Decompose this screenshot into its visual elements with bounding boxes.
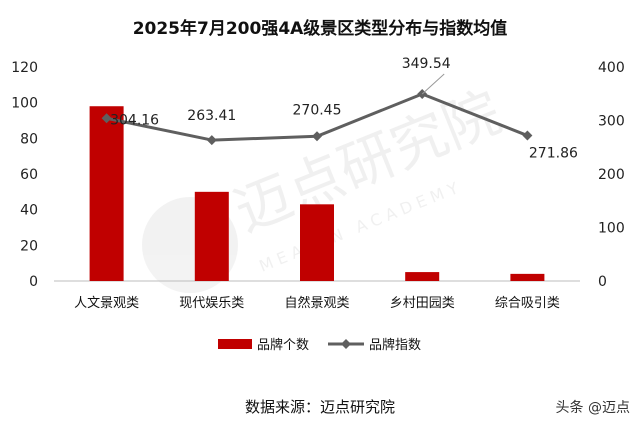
line-point [522, 130, 533, 141]
chart-title: 2025年7月200强4A级景区类型分布与指数均值 [133, 18, 508, 39]
legend-line-marker [341, 339, 351, 349]
data-label: 271.86 [529, 146, 578, 162]
legend: 品牌个数 品牌指数 [218, 337, 421, 353]
legend-line-label: 品牌指数 [369, 337, 421, 353]
left-tick-label: 60 [20, 167, 38, 183]
left-tick-label: 120 [11, 60, 38, 76]
bar [300, 204, 334, 281]
bar-series [89, 106, 545, 281]
brand-tag: 头条 @迈点 [556, 399, 630, 416]
right-tick-label: 300 [598, 114, 625, 130]
data-label: 263.41 [187, 108, 236, 124]
left-axis: 0 20 40 60 80 100 120 [11, 60, 38, 290]
category-label: 自然景观类 [284, 295, 349, 311]
category-label: 现代娱乐类 [179, 296, 244, 311]
category-label: 综合吸引类 [495, 296, 560, 311]
bar [405, 272, 440, 281]
data-label: 304.16 [110, 112, 159, 128]
source-note: 数据来源：迈点研究院 [245, 398, 395, 416]
data-label-leader [421, 73, 445, 95]
right-tick-label: 0 [598, 274, 607, 290]
bar [510, 273, 545, 281]
left-tick-label: 40 [20, 203, 38, 219]
right-tick-label: 100 [598, 221, 625, 237]
category-label: 人文景观类 [74, 296, 139, 311]
data-label: 349.54 [402, 56, 451, 72]
data-labels: 304.16 263.41 270.45 349.54 271.86 [110, 56, 578, 162]
legend-bar-label: 品牌个数 [257, 337, 309, 353]
left-tick-label: 80 [20, 131, 38, 147]
data-label: 270.45 [293, 102, 342, 118]
bar [89, 106, 124, 281]
left-tick-label: 100 [11, 96, 38, 112]
right-tick-label: 200 [598, 167, 625, 183]
right-axis: 0 100 200 300 400 [598, 60, 625, 290]
line-point [101, 113, 112, 124]
left-tick-label: 20 [20, 238, 38, 254]
bar [194, 191, 229, 281]
left-tick-label: 0 [29, 274, 38, 290]
right-tick-label: 400 [598, 60, 625, 76]
legend-bar-swatch [218, 339, 252, 349]
category-label: 乡村田园类 [390, 296, 455, 311]
category-labels: 人文景观类 现代娱乐类 自然景观类 乡村田园类 综合吸引类 [74, 295, 560, 311]
line-point [206, 135, 217, 146]
line-point [312, 131, 322, 142]
